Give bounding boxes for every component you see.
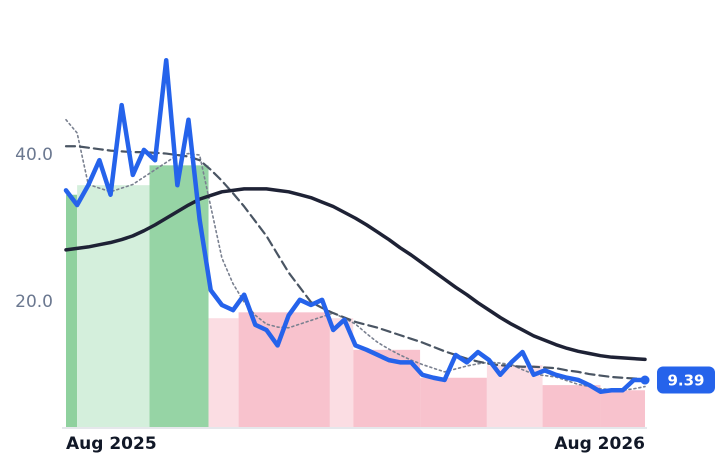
band — [542, 385, 601, 427]
last-value-label: 9.39 — [667, 372, 704, 390]
band — [208, 318, 239, 427]
series-line — [64, 145, 647, 381]
last-value-dot — [640, 375, 650, 385]
band — [420, 377, 487, 427]
x-tick-label: Aug 2025 — [66, 434, 157, 454]
band — [77, 185, 150, 427]
y-tick-label: 40.0 — [15, 145, 53, 165]
band — [66, 194, 78, 427]
series-line — [64, 187, 647, 362]
y-tick-label: 20.0 — [15, 292, 53, 312]
series-line — [63, 57, 648, 394]
x-tick-label: Aug 2026 — [554, 434, 645, 454]
series-line — [65, 118, 646, 392]
band — [329, 318, 354, 427]
last-value-badge — [657, 366, 715, 394]
band — [600, 390, 645, 427]
